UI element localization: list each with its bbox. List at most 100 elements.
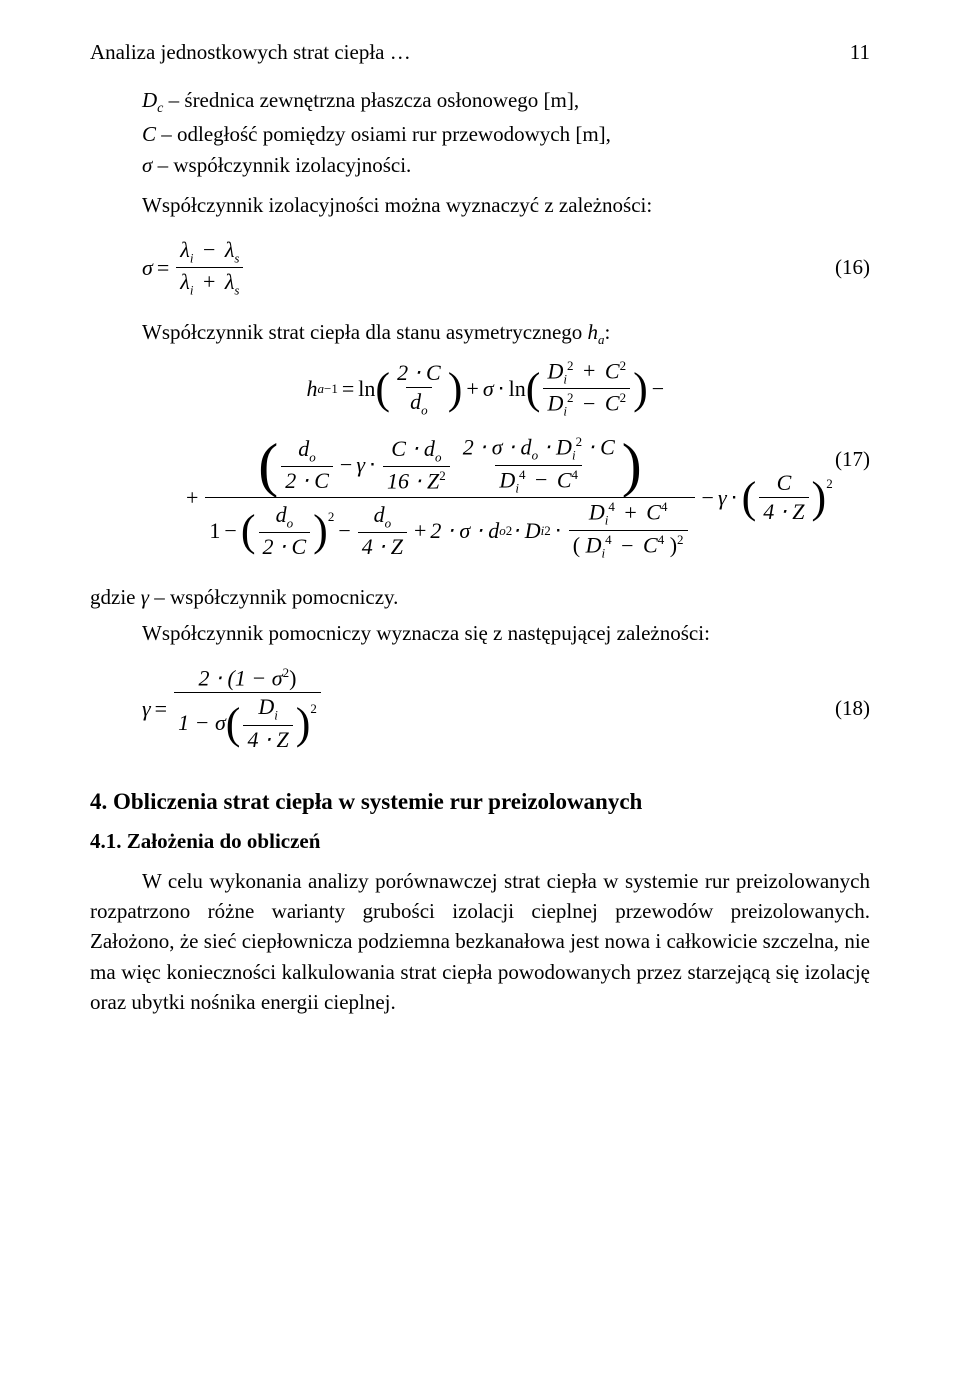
- def-dc-text: – średnica zewnętrzna płaszcza osłonoweg…: [163, 88, 579, 112]
- rparen-icon: ): [670, 533, 677, 558]
- eq16-num-a: λ: [180, 237, 190, 262]
- eq17-bn-t3: 2 ⋅ σ ⋅ do ⋅ Di2 ⋅ C Di4 − C4: [459, 434, 619, 496]
- equation-17: ha−1 = ln ( 2 ⋅ C do ) + σ ⋅ ln ( Di2 +: [142, 358, 833, 562]
- eq17-bd-pn-sub: o: [287, 515, 294, 530]
- eq17-bn-t3da-sub: i: [515, 480, 519, 495]
- def-c-text: – odległość pomiędzy osiami rur przewodo…: [156, 122, 611, 146]
- eq17-bn-t2d-sup: 2: [439, 468, 446, 483]
- page-number: 11: [850, 40, 870, 65]
- eq17-bd-p-sup: 2: [328, 509, 335, 525]
- eq16-eq: =: [153, 255, 173, 281]
- equation-17-number: (17): [835, 447, 870, 472]
- eq17-bn-t2d: 16 ⋅ Z: [387, 469, 439, 494]
- eq17-bd-last: Di4 + C4 ( Di4 − C4 )2: [569, 499, 688, 561]
- eq17-bd-lna-sub: i: [605, 513, 609, 528]
- eq18-eq: =: [151, 696, 171, 722]
- eq17-ln2: ln: [509, 376, 526, 402]
- eq17-l2-gamma: γ: [718, 485, 727, 511]
- eq17-bd-t: do 4 ⋅ Z: [358, 502, 407, 560]
- eq17-bd-tn-sub: o: [385, 515, 392, 530]
- eq18-den-sup: 2: [310, 701, 317, 717]
- eq17-bd-td: 4 ⋅ Z: [358, 532, 407, 560]
- gdzie-a: gdzie: [90, 585, 141, 609]
- eq17-bd-minus: −: [220, 518, 240, 544]
- eq17-bd-pd: 2 ⋅ C: [259, 532, 311, 560]
- eq16-den-b: λ: [225, 269, 235, 294]
- eq17-l2-dot: ⋅: [727, 485, 742, 511]
- eq17-frac1-den-sub: o: [421, 402, 428, 417]
- eq17-bn-gamma: γ: [356, 452, 365, 478]
- eq17-f2d-a: D: [547, 391, 563, 416]
- eq17-bn-t3dc: C: [557, 467, 572, 492]
- eq17-bd-tn: d: [374, 502, 385, 527]
- eq17-bd-p: do 2 ⋅ C: [259, 502, 311, 560]
- eq17-bn-dot: ⋅: [365, 452, 380, 478]
- gdzie-gamma: gdzie γ – współczynnik pomocniczy.: [90, 582, 870, 612]
- lparen-icon: (: [226, 704, 241, 744]
- eq17-tail-frac: C 4 ⋅ Z: [759, 470, 808, 525]
- eq17-f2n-sub: i: [563, 371, 567, 386]
- eq17-f2n-csup: 2: [620, 358, 627, 373]
- lparen-icon: (: [241, 511, 256, 551]
- eq16-num-b: λ: [225, 237, 235, 262]
- eq17-bn-t1d: 2 ⋅ C: [281, 466, 333, 494]
- eq16-lhs: σ: [142, 255, 153, 281]
- eq17-bn-t3n: 2 ⋅ σ ⋅ d: [463, 434, 532, 459]
- intro-eq16: Współczynnik izolacyjności można wyznacz…: [90, 190, 870, 220]
- equation-17-row: ha−1 = ln ( 2 ⋅ C do ) + σ ⋅ ln ( Di2 +: [90, 358, 870, 562]
- lparen-icon: (: [526, 369, 541, 409]
- eq17-eq: =: [338, 376, 358, 402]
- eq16-den-a: λ: [180, 269, 190, 294]
- eq17-frac1: 2 ⋅ C do: [393, 360, 445, 418]
- rparen-icon: ): [633, 369, 648, 409]
- eq17-f2n-c: C: [605, 358, 620, 383]
- gdzie-gamma-sym: γ: [141, 585, 149, 609]
- eq17-bn-t1n-sub: o: [309, 449, 316, 464]
- eq17-bd-ld-osup: 2: [677, 532, 684, 547]
- eq17-bn-t1n: d: [298, 436, 309, 461]
- eq16-den-a-sub: i: [190, 283, 194, 298]
- eq17-bn-t2n-sub: o: [435, 449, 442, 464]
- eq17-f2n-sup: 2: [567, 358, 574, 373]
- eq17-plus: +: [462, 376, 482, 402]
- eq17-l2-trail-minus: −: [698, 485, 718, 511]
- rparen-icon: ): [448, 369, 463, 409]
- eq17-frac2: Di2 + C2 Di2 − C2: [543, 358, 630, 420]
- eq17-bn-t3n-sub: o: [532, 448, 539, 463]
- eq17-bn-t2n: C ⋅ d: [391, 436, 435, 461]
- eq17-tail-den: 4 ⋅ Z: [759, 497, 808, 525]
- eq17-bd-one: 1: [209, 518, 220, 544]
- eq17-bd-lna: D: [589, 500, 605, 525]
- intro-eq17-h: h: [588, 320, 599, 344]
- page-root: Analiza jednostkowych strat ciepła … 11 …: [0, 0, 960, 1084]
- lparen-icon: (: [742, 478, 757, 518]
- eq16-minus: −: [199, 237, 219, 262]
- rparen-icon: ): [622, 441, 642, 489]
- eq16-num-b-sub: s: [234, 250, 239, 265]
- eq17-bd-dot: ⋅: [551, 518, 566, 544]
- eq17-sigma: σ: [483, 376, 494, 402]
- eq17-bd-ldc: C: [643, 533, 658, 558]
- gdzie-c: – współczynnik pomocniczy.: [149, 585, 398, 609]
- eq17-tail-sup: 2: [826, 476, 833, 492]
- eq16-plus: +: [199, 269, 219, 294]
- eq17-bn-t3nc: ⋅ C: [588, 434, 615, 459]
- eq17-f2d-c: C: [605, 391, 620, 416]
- eq17-bn-t3da: D: [499, 467, 515, 492]
- eq17-bn-t3nb: ⋅ D: [544, 434, 572, 459]
- def-sigma-text: – współczynnik izolacyjności.: [152, 153, 411, 177]
- lparen-icon: (: [375, 369, 390, 409]
- eq17-bn-t3da-sup: 4: [519, 467, 526, 482]
- eq17-bigfrac: ( do 2 ⋅ C − γ ⋅ C ⋅ do 16 ⋅ Z2: [205, 434, 694, 562]
- eq17-bd-lda-sub: i: [601, 546, 605, 561]
- eq17-bd-ldc-sup: 4: [658, 532, 665, 547]
- eq18-num-a: 2 ⋅ (1 − σ: [199, 665, 283, 690]
- eq17-f2d-csup: 2: [620, 390, 627, 405]
- eq18-frac: 2 ⋅ (1 − σ2) 1 − σ ( Di 4 ⋅ Z )2: [174, 665, 321, 753]
- eq18-dfn-a: D: [258, 694, 274, 719]
- section-4-1-heading: 4.1. Założenia do obliczeń: [90, 829, 870, 854]
- eq17-bd-ln-plus: +: [620, 500, 640, 525]
- eq18-den-frac: Di 4 ⋅ Z: [243, 694, 292, 752]
- eq17-ln1: ln: [358, 376, 375, 402]
- eq17-h: h: [307, 376, 318, 402]
